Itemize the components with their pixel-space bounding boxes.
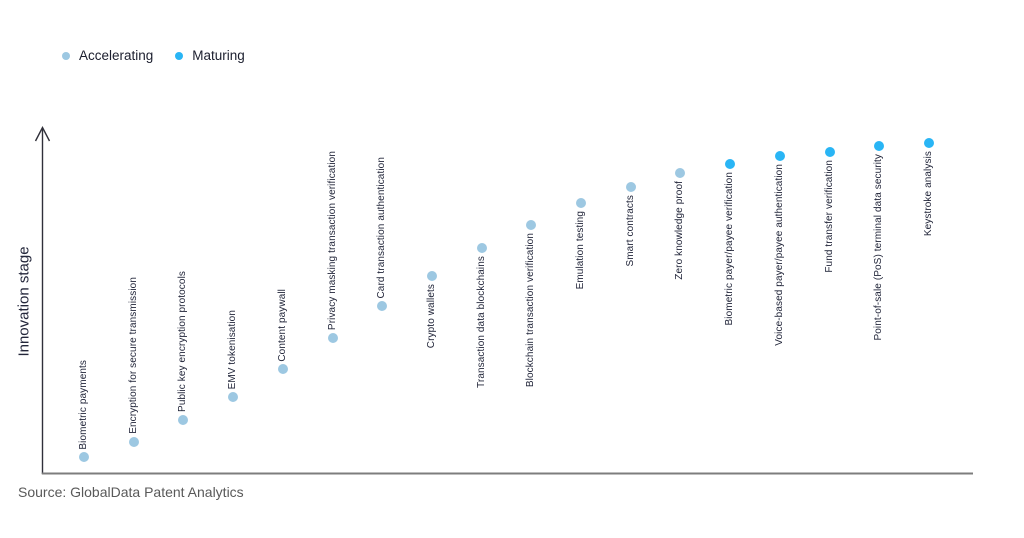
data-point [377, 301, 388, 312]
data-point-label: Encryption for secure transmission [127, 277, 139, 434]
data-point [725, 158, 736, 169]
data-point-label: Crypto wallets [425, 284, 437, 349]
data-point [79, 452, 89, 463]
data-point-label: Zero knowledge proof [674, 180, 686, 280]
data-point-label: Card transaction authentication [376, 156, 388, 299]
data-point-label: Public key encryption protocols [177, 270, 189, 412]
data-point-label: Fund transfer verification [823, 160, 835, 273]
data-point-label: Point-of-sale (PoS) terminal data securi… [873, 153, 885, 341]
legend-item-accelerating: Accelerating [62, 48, 153, 63]
data-point [576, 197, 586, 208]
data-point [824, 147, 835, 158]
legend-label-maturing: Maturing [192, 48, 245, 63]
legend-item-maturing: Maturing [175, 48, 245, 63]
legend-label-accelerating: Accelerating [79, 48, 154, 63]
y-axis-arrow-icon [34, 125, 51, 142]
data-point-label: Emulation testing [575, 210, 586, 290]
data-point [923, 137, 934, 148]
legend: Accelerating Maturing [62, 48, 245, 63]
data-point-label: Keystroke analysis [922, 150, 934, 236]
data-point [327, 333, 338, 344]
data-point [128, 436, 139, 447]
maturing-dot-icon [175, 51, 184, 60]
data-point-label: Smart contracts [624, 194, 636, 267]
data-point-label: Privacy masking transaction verification [326, 151, 338, 331]
data-point-label: EMV tokenisation [227, 309, 239, 390]
data-point-label: Biometric payments [78, 359, 89, 450]
data-point-label: Transaction data blockchains [475, 256, 487, 388]
data-point [426, 271, 437, 281]
data-point-label: Voice-based payer/payee authentication [773, 163, 785, 346]
accelerating-dot-icon [62, 51, 70, 60]
source-text: Source: GlobalData Patent Analytics [18, 484, 244, 500]
data-point-label: Biometric payer/payee verification [724, 171, 736, 326]
data-point [228, 392, 239, 403]
data-point [625, 181, 636, 192]
data-point-label: Content paywall [276, 288, 288, 362]
data-point [277, 364, 288, 375]
data-point [675, 167, 686, 178]
data-point [526, 219, 537, 230]
data-point [476, 243, 487, 254]
data-point [774, 150, 785, 161]
data-point [874, 140, 885, 151]
data-point-label: Blockchain transaction verification [525, 232, 537, 388]
data-point [178, 414, 189, 425]
